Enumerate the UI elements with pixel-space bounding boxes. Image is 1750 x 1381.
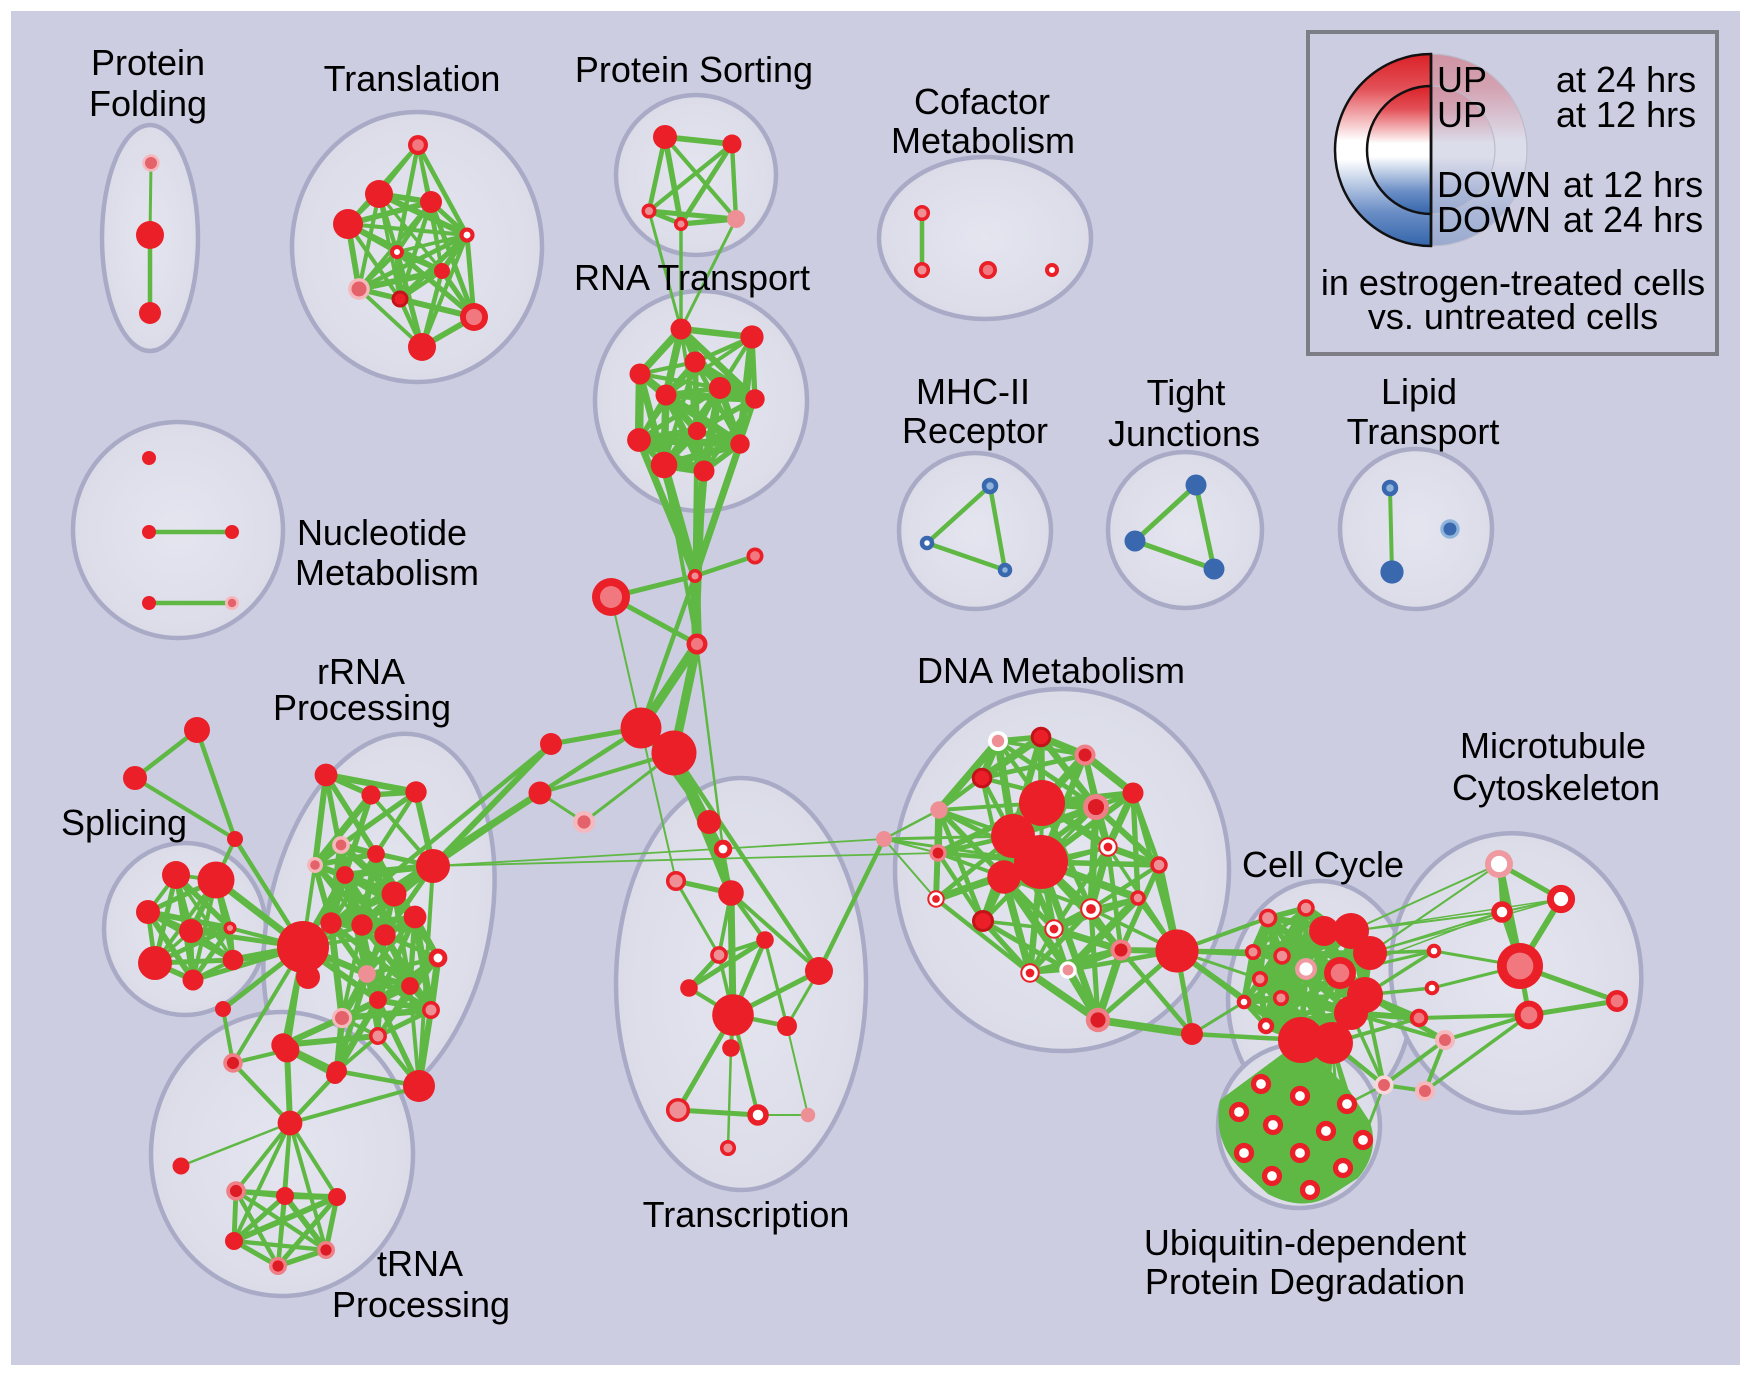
svg-text:DOWN: DOWN [1437,164,1551,205]
svg-text:Nucleotide: Nucleotide [297,512,467,553]
svg-text:UP: UP [1437,59,1487,100]
svg-text:vs. untreated cells: vs. untreated cells [1368,296,1658,337]
svg-text:DOWN: DOWN [1437,199,1551,240]
svg-text:rRNA: rRNA [317,651,405,692]
svg-text:Tight: Tight [1147,372,1226,413]
svg-text:Splicing: Splicing [61,802,187,843]
svg-text:tRNA: tRNA [377,1243,463,1284]
svg-text:Cytoskeleton: Cytoskeleton [1452,767,1660,808]
svg-text:Microtubule: Microtubule [1460,725,1646,766]
svg-text:Transcription: Transcription [643,1194,850,1235]
svg-text:DNA Metabolism: DNA Metabolism [917,650,1185,691]
svg-text:at 24 hrs: at 24 hrs [1563,199,1703,240]
svg-text:Transport: Transport [1347,411,1500,452]
svg-text:at 12 hrs: at 12 hrs [1556,94,1696,135]
svg-text:Protein: Protein [91,42,205,83]
svg-text:Ubiquitin-dependent: Ubiquitin-dependent [1144,1222,1466,1263]
svg-text:in estrogen-treated cells: in estrogen-treated cells [1321,262,1705,303]
svg-text:Processing: Processing [273,687,451,728]
svg-text:Protein Degradation: Protein Degradation [1145,1261,1465,1302]
svg-text:at 24 hrs: at 24 hrs [1556,59,1696,100]
svg-text:Cofactor: Cofactor [914,81,1050,122]
svg-text:Cell Cycle: Cell Cycle [1242,844,1404,885]
svg-text:UP: UP [1437,94,1487,135]
svg-text:Junctions: Junctions [1108,413,1260,454]
svg-text:Metabolism: Metabolism [295,552,479,593]
svg-text:Receptor: Receptor [902,410,1048,451]
svg-text:Processing: Processing [332,1284,510,1325]
svg-text:Protein Sorting: Protein Sorting [575,49,813,90]
svg-text:Translation: Translation [324,58,501,99]
svg-text:RNA Transport: RNA Transport [574,257,810,298]
svg-text:Folding: Folding [89,83,207,124]
svg-text:Metabolism: Metabolism [891,120,1075,161]
svg-text:Lipid: Lipid [1381,371,1457,412]
svg-text:MHC-II: MHC-II [916,371,1030,412]
svg-text:at 12 hrs: at 12 hrs [1563,164,1703,205]
